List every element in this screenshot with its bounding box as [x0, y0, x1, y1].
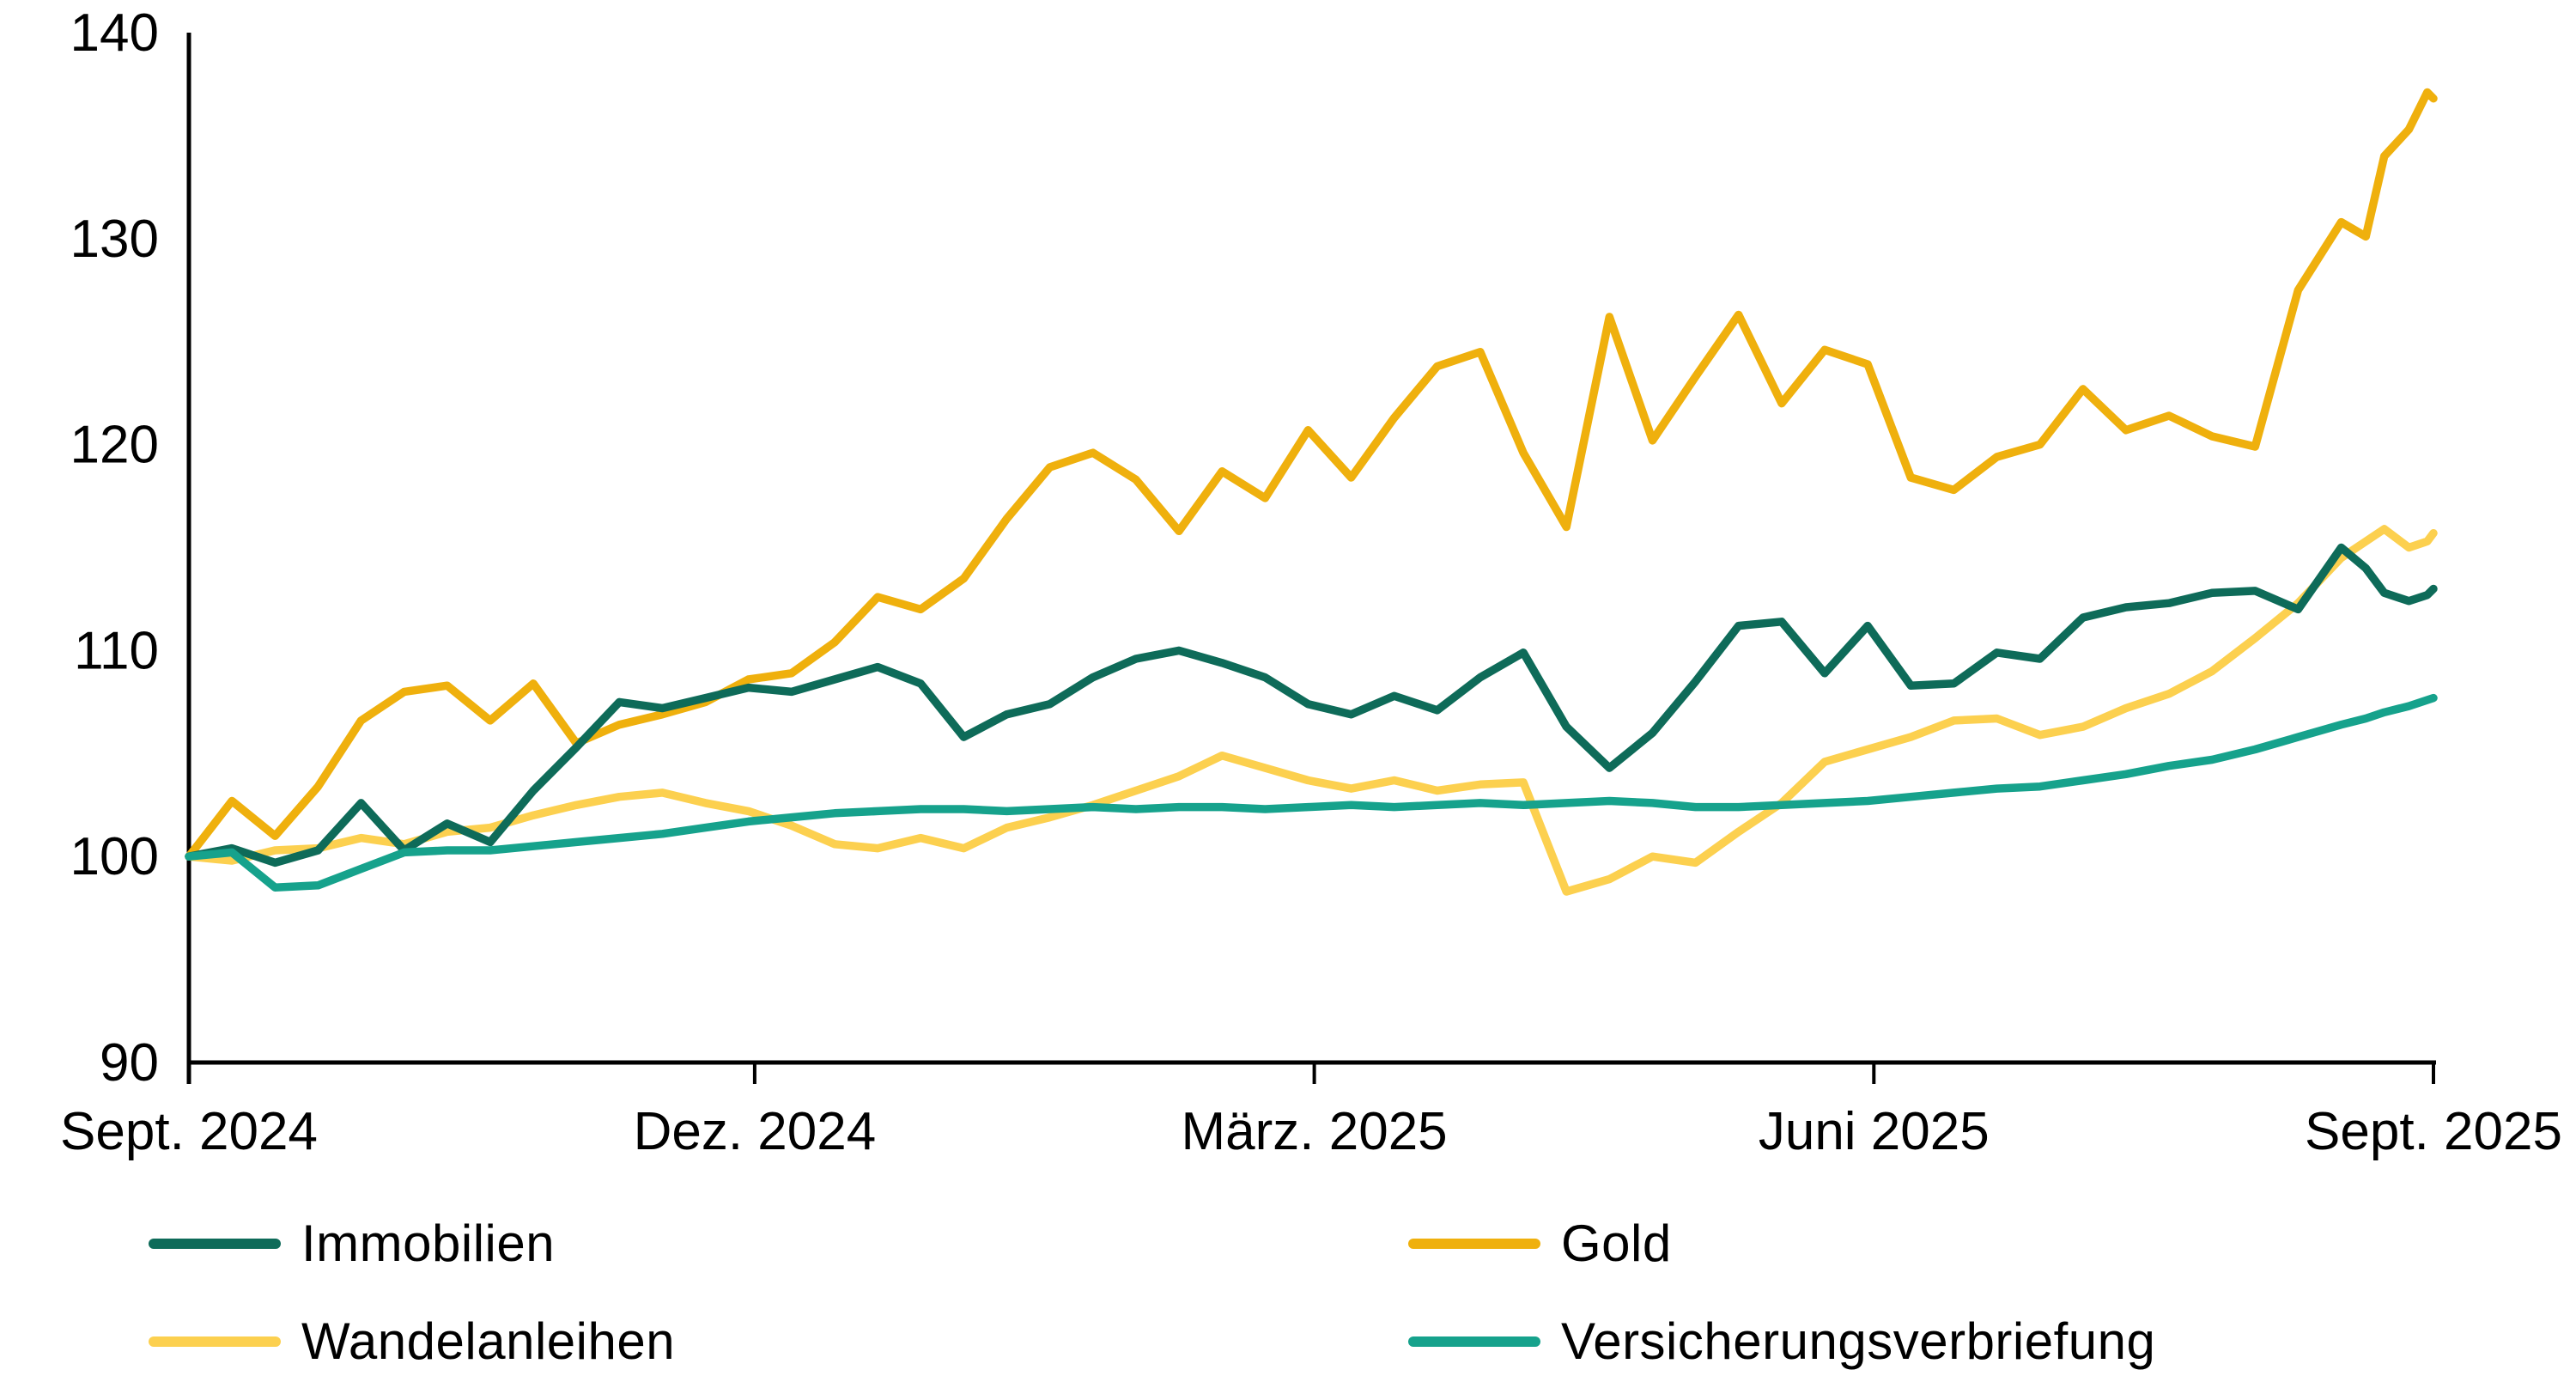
- legend-item-wandelanleihen: Wandelanleihen: [149, 1316, 675, 1367]
- x-tick-label: März. 2025: [1182, 1102, 1448, 1161]
- legend-label-gold: Gold: [1561, 1215, 1672, 1272]
- legend-item-versicherungsverbriefung: Versicherungsverbriefung: [1408, 1316, 2155, 1367]
- series-line-wandelanleihen: [185, 525, 2438, 896]
- x-tick-label: Sept. 2024: [60, 1102, 318, 1161]
- y-tick-label: 90: [100, 1033, 159, 1093]
- y-tick-label: 120: [70, 416, 159, 475]
- y-tick-label: 110: [74, 621, 159, 680]
- line-chart: 90 100 110 120 130 140 Sept. 2024 Dez. 2024 März…: [60, 3, 2562, 1161]
- legend-swatch-gold: [1408, 1239, 1540, 1249]
- legend-swatch-versicherungsverbriefung: [1408, 1336, 1540, 1347]
- x-tick-label: Sept. 2025: [2305, 1102, 2562, 1161]
- legend-item-immobilien: Immobilien: [149, 1218, 555, 1269]
- series-line-gold: [185, 88, 2438, 861]
- y-tick-label: 100: [70, 827, 159, 886]
- y-tick-label: 140: [70, 3, 159, 63]
- x-tick-label: Juni 2025: [1759, 1102, 1990, 1161]
- x-tick-label: Dez. 2024: [634, 1102, 877, 1161]
- legend-label-immobilien: Immobilien: [301, 1215, 556, 1272]
- legend-swatch-wandelanleihen: [149, 1336, 281, 1347]
- legend-item-gold: Gold: [1408, 1218, 1672, 1269]
- y-tick-label: 130: [70, 210, 159, 269]
- series-line-versicherungsverbriefung: [185, 693, 2438, 892]
- legend-label-wandelanleihen: Wandelanleihen: [301, 1312, 676, 1370]
- legend-label-versicherungsverbriefung: Versicherungsverbriefung: [1561, 1312, 2156, 1370]
- series-line-immobilien: [185, 543, 2438, 868]
- legend-swatch-immobilien: [149, 1239, 281, 1249]
